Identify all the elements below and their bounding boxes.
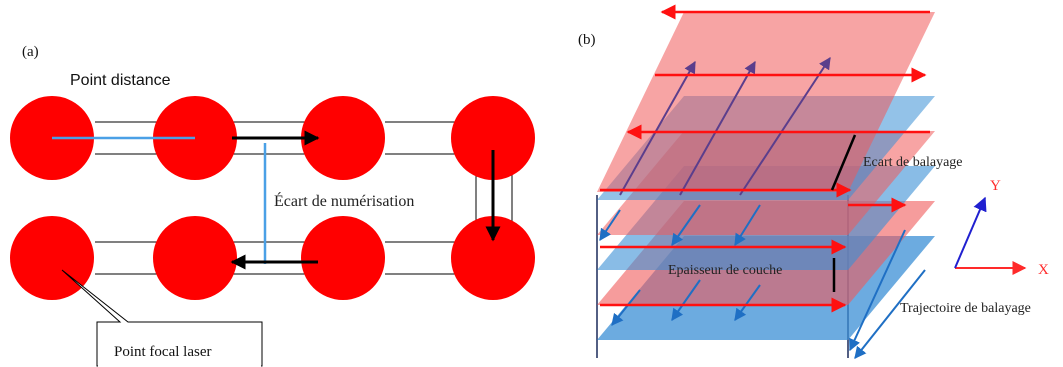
layer-thickness-label: Epaisseur de couche [668, 263, 782, 278]
hatch-spacing-label: Ecart de balayage [863, 155, 963, 170]
hatch-spacing-marker [830, 134, 857, 191]
panel-a: (a) Point distance [10, 44, 535, 367]
y-scan-arrows [619, 56, 831, 196]
y-axis-label: Y [990, 178, 1001, 194]
scan-path-label: Trajectoire de balayage [900, 301, 1031, 316]
x-scan-arrows [600, 4, 930, 313]
point-distance-label: Point distance [70, 72, 171, 89]
y-scan-arrows-lower [599, 204, 926, 359]
callout-mask [98, 323, 261, 367]
focal-point-label: Point focal laser [114, 344, 211, 360]
xy-axes: X Y [954, 178, 1049, 278]
scan-track-bottom [95, 241, 455, 275]
x-axis-label: X [1038, 262, 1049, 278]
laser-spot [301, 96, 385, 180]
y-axis-arrow [954, 196, 987, 269]
panel-b-tag: (b) [578, 32, 596, 48]
panel-a-tag: (a) [22, 44, 39, 60]
scan-track-top [95, 121, 455, 155]
panel-b: (b) [578, 4, 1049, 359]
laser-spot [153, 216, 237, 300]
laser-spot [451, 216, 535, 300]
laser-spot [451, 96, 535, 180]
scan-spacing-label: Écart de numérisation [274, 191, 414, 210]
layer-stack [597, 12, 935, 340]
laser-spot [301, 216, 385, 300]
